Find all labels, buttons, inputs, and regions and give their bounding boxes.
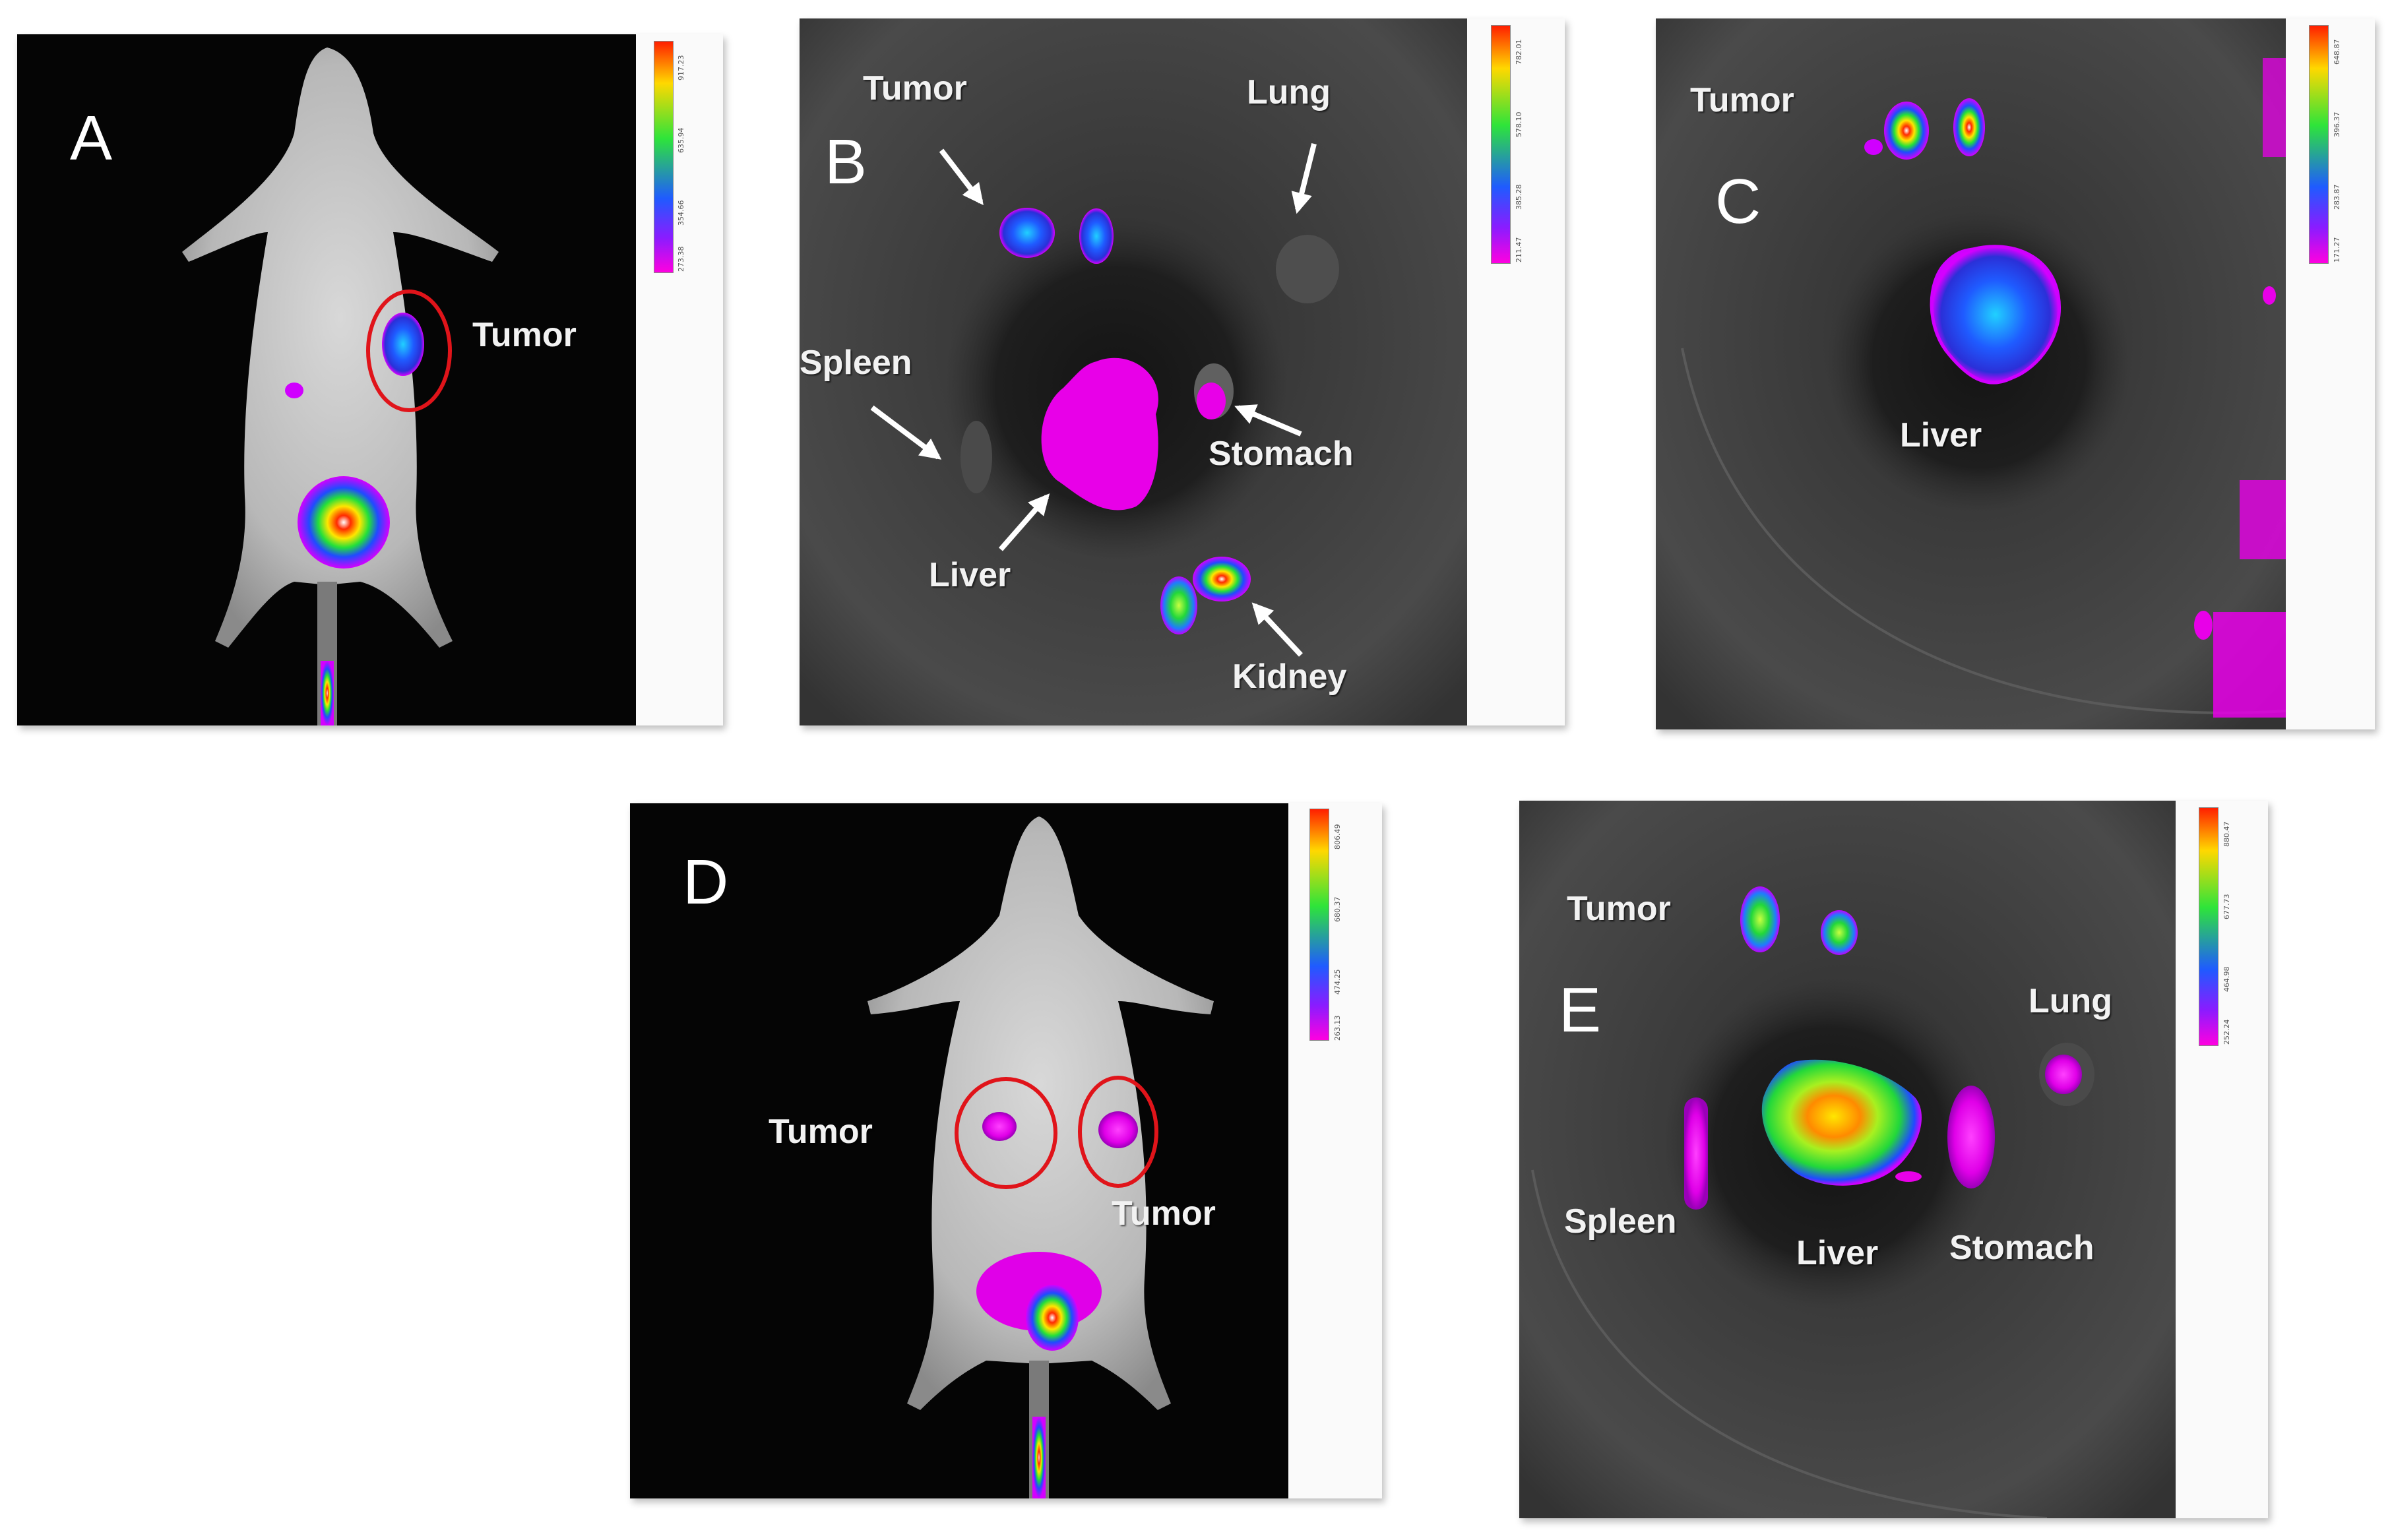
panel-d-scale-min: 263.13 [1333, 1015, 1342, 1041]
panel-d-color-scale [1309, 809, 1329, 1041]
panel-c-scale-3: 283.87 [2333, 184, 2341, 210]
panel-b-scale-min: 211.47 [1515, 237, 1523, 263]
panel-c-color-scale [2309, 25, 2329, 264]
panel-e-scale-2: 677.73 [2222, 894, 2231, 920]
panel-a-image: A Tumor [17, 34, 636, 725]
panel-d: D Tumor Tumor 806.49 680.37 474.25 263.1… [630, 803, 1382, 1498]
panel-e-scale-3: 464.98 [2222, 966, 2231, 993]
panel-e-letter: E [1559, 975, 1602, 1045]
mouse-body [867, 816, 1214, 1410]
panel-c-letter: C [1715, 166, 1761, 237]
panel-a: A Tumor 917.23 635.94 354.66 273.38 [17, 34, 723, 725]
panel-d-scale-3: 474.25 [1333, 969, 1342, 995]
panel-d-mouse-image [630, 803, 1288, 1498]
panel-e-organs-image [1519, 801, 2176, 1518]
panel-a-scale-3: 354.66 [677, 200, 685, 226]
panel-e-image: E Tumor Lung Spleen Liver Stomach [1519, 801, 2176, 1518]
panel-b-organs-image [800, 18, 1467, 725]
panel-d-letter: D [683, 847, 729, 917]
panel-b-spleen-label: Spleen [800, 344, 912, 382]
panel-c-image: C Tumor Liver [1656, 18, 2286, 729]
panel-b-tumor-label: Tumor [863, 69, 967, 108]
panel-a-tumor-label: Tumor [472, 316, 577, 354]
panel-c-scale-min: 171.27 [2333, 237, 2341, 263]
panel-d-tumor-left-label: Tumor [769, 1113, 873, 1151]
panel-c-tumor-label: Tumor [1690, 81, 1794, 119]
panel-b-image: B Tumor Lung Spleen Stomach Liver Kidney [800, 18, 1467, 725]
panel-e-lung-label: Lung [2029, 982, 2113, 1020]
bladder-signal [298, 476, 390, 569]
mouse-body [182, 47, 499, 648]
panel-d-image: D Tumor Tumor [630, 803, 1288, 1498]
panel-b-scale-3: 385.28 [1515, 184, 1523, 210]
panel-e-stomach-label: Stomach [1949, 1229, 2094, 1267]
panel-e-tumor-label: Tumor [1567, 890, 1671, 928]
panel-b-scale-2: 578.10 [1515, 111, 1523, 138]
panel-a-scale-max: 917.23 [677, 55, 685, 81]
panel-e-scale-max: 880.47 [2222, 821, 2231, 847]
panel-c-scale-max: 648.87 [2333, 39, 2341, 65]
panel-b-lung-label: Lung [1247, 73, 1331, 111]
panel-b-letter: B [825, 127, 867, 197]
panel-d-tumor-right-label: Tumor [1112, 1194, 1216, 1233]
panel-e: E Tumor Lung Spleen Liver Stomach 880.47… [1519, 801, 2268, 1518]
panel-c-scale-2: 396.37 [2333, 111, 2341, 138]
panel-e-spleen-label: Spleen [1564, 1202, 1677, 1241]
panel-e-scale-min: 252.24 [2222, 1019, 2231, 1045]
panel-b-stomach-label: Stomach [1209, 435, 1354, 473]
panel-b: B Tumor Lung Spleen Stomach Liver Kidney… [800, 18, 1565, 725]
tumor-circle-left [955, 1077, 1057, 1189]
panel-a-color-scale [654, 41, 674, 273]
panel-b-color-scale [1491, 25, 1511, 264]
panel-d-scale-max: 806.49 [1333, 824, 1342, 850]
panel-e-liver-label: Liver [1796, 1234, 1879, 1272]
panel-a-mouse-image [17, 34, 636, 725]
panel-c: C Tumor Liver 648.87 396.37 283.87 171.2… [1656, 18, 2375, 729]
tumor-circle [366, 290, 452, 412]
panel-b-liver-label: Liver [929, 556, 1011, 594]
panel-c-liver-label: Liver [1900, 416, 1982, 454]
panel-b-scale-max: 782.01 [1515, 39, 1523, 65]
panel-d-scale-2: 680.37 [1333, 896, 1342, 923]
panel-a-scale-min: 273.38 [677, 246, 685, 272]
tumor-circle-right [1078, 1076, 1158, 1188]
panel-a-letter: A [70, 103, 113, 173]
panel-a-scale-2: 635.94 [677, 127, 685, 154]
panel-c-organs-image [1656, 18, 2286, 729]
panel-b-kidney-label: Kidney [1232, 658, 1347, 696]
tumor-signal [382, 313, 424, 376]
panel-e-color-scale [2199, 807, 2219, 1046]
